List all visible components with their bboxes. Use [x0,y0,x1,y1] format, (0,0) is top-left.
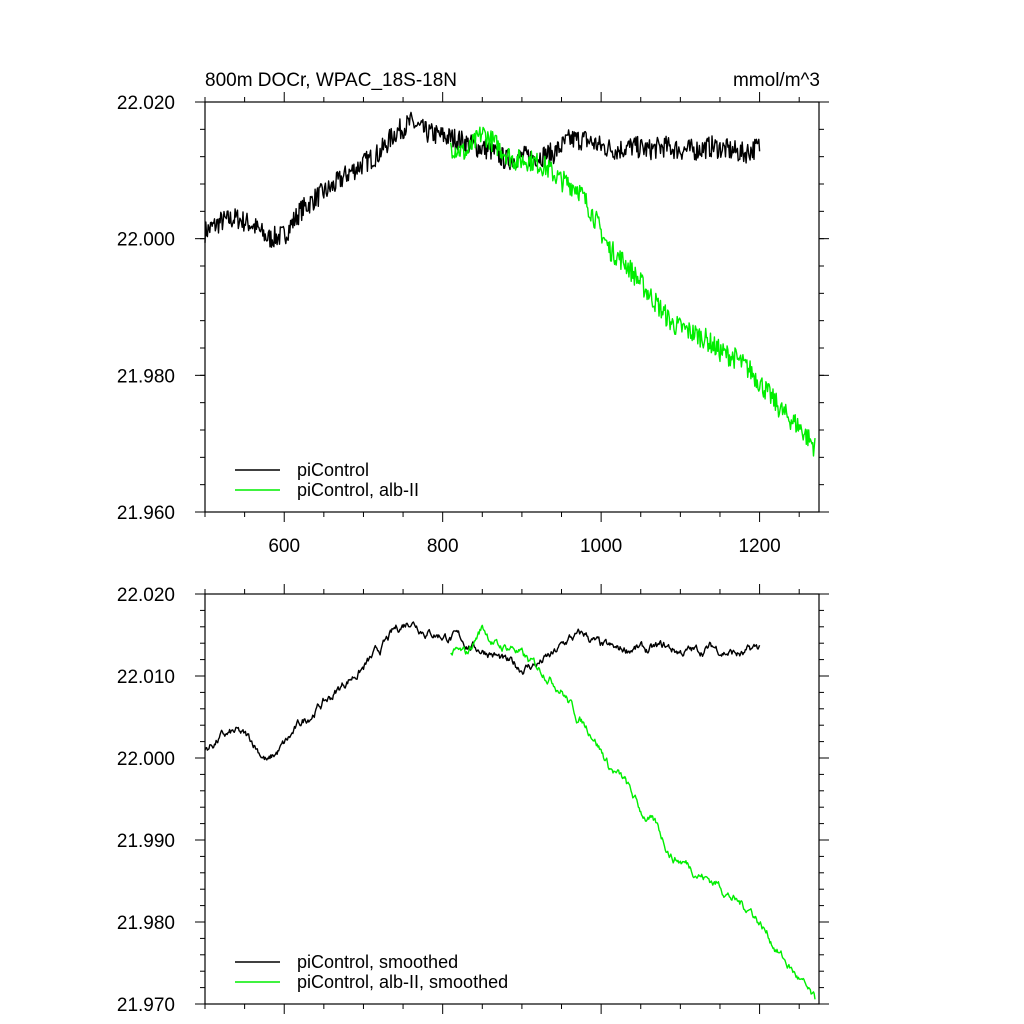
series-line-picontrol [204,621,761,761]
y-tick-label: 22.000 [117,749,175,770]
y-tick-label: 21.970 [117,995,175,1016]
y-tick-label: 21.960 [117,503,175,524]
axis-ticks: 600 800 1000 1200 21.960 21.980 22.000 22.020 [117,92,829,557]
plot-frame [204,593,820,1005]
y-tick-label: 21.980 [117,913,175,934]
legend-label-alb-ii: piControl, alb-II [297,480,419,500]
plot-frame [204,101,820,513]
legend-label-alb-ii-smoothed: piControl, alb-II, smoothed [297,972,508,992]
axis-ticks: 21.970 21.980 21.990 22.000 22.010 22.020 [117,584,829,1016]
bottom-panel: 21.970 21.980 21.990 22.000 22.010 22.020 piC… [117,584,829,1016]
series-line-picontrol [204,111,761,248]
legend: piControl, smoothed piControl, alb-II, s… [235,952,508,992]
series-line-alb-ii [450,624,816,1000]
x-tick-label: 800 [427,536,459,557]
y-tick-label: 21.990 [117,831,175,852]
y-tick-label: 21.980 [117,366,175,387]
x-tick-label: 1200 [738,536,780,557]
legend-label-picontrol-smoothed: piControl, smoothed [297,952,458,972]
x-tick-label: 600 [268,536,300,557]
x-tick-label: 1000 [580,536,622,557]
units-label: mmol/m^3 [733,70,820,91]
y-tick-label: 22.000 [117,230,175,251]
series-layer [204,621,816,1000]
series-layer [204,111,816,457]
chart-title: 800m DOCr, WPAC_18S-18N [205,70,457,91]
legend: piControl piControl, alb-II [235,460,419,500]
y-tick-label: 22.010 [117,667,175,688]
y-tick-label: 22.020 [117,585,175,606]
y-tick-label: 22.020 [117,93,175,114]
legend-label-picontrol: piControl [297,460,369,480]
top-panel: 800m DOCr, WPAC_18S-18N mmol/m^3 600 800 1… [117,70,829,557]
series-line-alb-ii [449,126,816,457]
